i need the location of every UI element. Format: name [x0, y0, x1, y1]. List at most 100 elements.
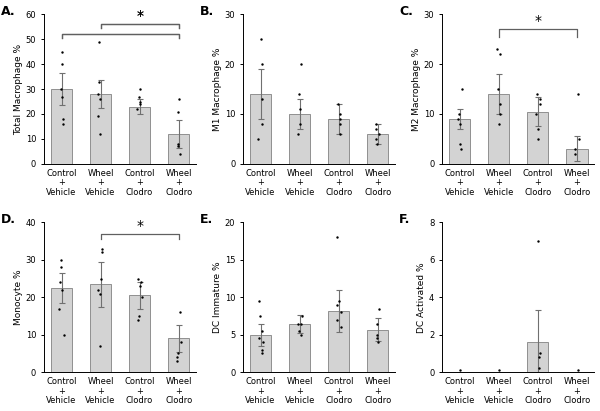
Point	[494, 121, 504, 127]
Point	[570, 145, 580, 152]
Point	[373, 335, 382, 342]
Text: D.: D.	[1, 213, 16, 226]
Point	[374, 305, 384, 312]
Point	[97, 275, 106, 282]
Point	[258, 339, 268, 346]
Bar	[367, 330, 388, 372]
Point	[455, 367, 465, 374]
Point	[334, 298, 344, 305]
Bar	[129, 296, 151, 372]
Point	[297, 313, 307, 319]
Point	[133, 106, 142, 112]
Point	[335, 121, 345, 127]
Point	[134, 316, 143, 323]
Point	[59, 331, 68, 338]
Point	[456, 145, 466, 152]
Point	[534, 365, 544, 372]
Point	[532, 111, 541, 117]
Bar	[129, 106, 151, 164]
Point	[55, 279, 65, 286]
Point	[94, 38, 104, 45]
Point	[57, 286, 67, 293]
Point	[136, 98, 145, 105]
Point	[495, 111, 505, 117]
Bar	[527, 342, 548, 372]
Point	[95, 343, 105, 349]
Point	[254, 298, 264, 305]
Point	[56, 256, 66, 263]
Bar	[90, 284, 111, 372]
Bar	[449, 119, 470, 164]
Point	[293, 320, 303, 327]
Point	[573, 91, 583, 97]
Point	[293, 131, 303, 137]
Point	[173, 141, 183, 147]
Point	[333, 101, 343, 107]
Y-axis label: Total Macrophage %: Total Macrophage %	[14, 44, 23, 135]
Point	[534, 354, 544, 360]
Point	[372, 141, 382, 147]
Bar	[527, 111, 548, 164]
Bar	[367, 134, 388, 164]
Text: *: *	[136, 9, 143, 23]
Point	[257, 328, 267, 334]
Point	[94, 91, 103, 97]
Point	[373, 339, 383, 346]
Point	[175, 151, 184, 157]
Bar	[328, 119, 349, 164]
Point	[57, 48, 67, 55]
Point	[455, 111, 464, 117]
Text: A.: A.	[1, 5, 16, 18]
Text: F.: F.	[400, 213, 410, 226]
Point	[371, 126, 381, 132]
Point	[136, 279, 146, 286]
Point	[533, 238, 542, 245]
Text: *: *	[534, 14, 541, 28]
Y-axis label: DC Activated %: DC Activated %	[417, 262, 426, 332]
Point	[296, 121, 305, 127]
Point	[133, 275, 143, 282]
Point	[94, 78, 104, 85]
Point	[172, 358, 182, 364]
Point	[372, 331, 382, 338]
Point	[371, 136, 381, 142]
Point	[257, 121, 267, 127]
Point	[95, 96, 105, 102]
Point	[257, 350, 266, 357]
Bar	[289, 323, 310, 372]
Text: E.: E.	[200, 213, 214, 226]
Point	[457, 86, 467, 92]
Point	[495, 51, 505, 58]
Point	[136, 283, 145, 289]
Bar	[168, 134, 190, 164]
Text: C.: C.	[400, 5, 413, 18]
Point	[336, 324, 346, 330]
Point	[137, 294, 146, 300]
Point	[535, 96, 545, 102]
Point	[455, 141, 465, 147]
Point	[455, 121, 465, 127]
Point	[55, 305, 64, 312]
Bar	[250, 94, 271, 164]
Point	[134, 313, 143, 319]
Point	[492, 46, 502, 53]
Point	[570, 151, 580, 157]
Y-axis label: M2 Macrophage %: M2 Macrophage %	[412, 47, 421, 131]
Point	[172, 354, 182, 360]
Point	[332, 234, 341, 241]
Point	[59, 116, 68, 122]
Point	[332, 316, 342, 323]
Point	[535, 101, 544, 107]
Point	[254, 136, 263, 142]
Point	[495, 101, 505, 107]
Point	[94, 113, 103, 120]
Point	[296, 61, 305, 67]
Point	[454, 116, 463, 122]
Point	[257, 96, 267, 102]
Bar	[488, 94, 509, 164]
Point	[175, 309, 184, 316]
Bar	[328, 311, 349, 372]
Point	[535, 350, 544, 357]
Point	[296, 331, 305, 338]
Point	[255, 313, 265, 319]
